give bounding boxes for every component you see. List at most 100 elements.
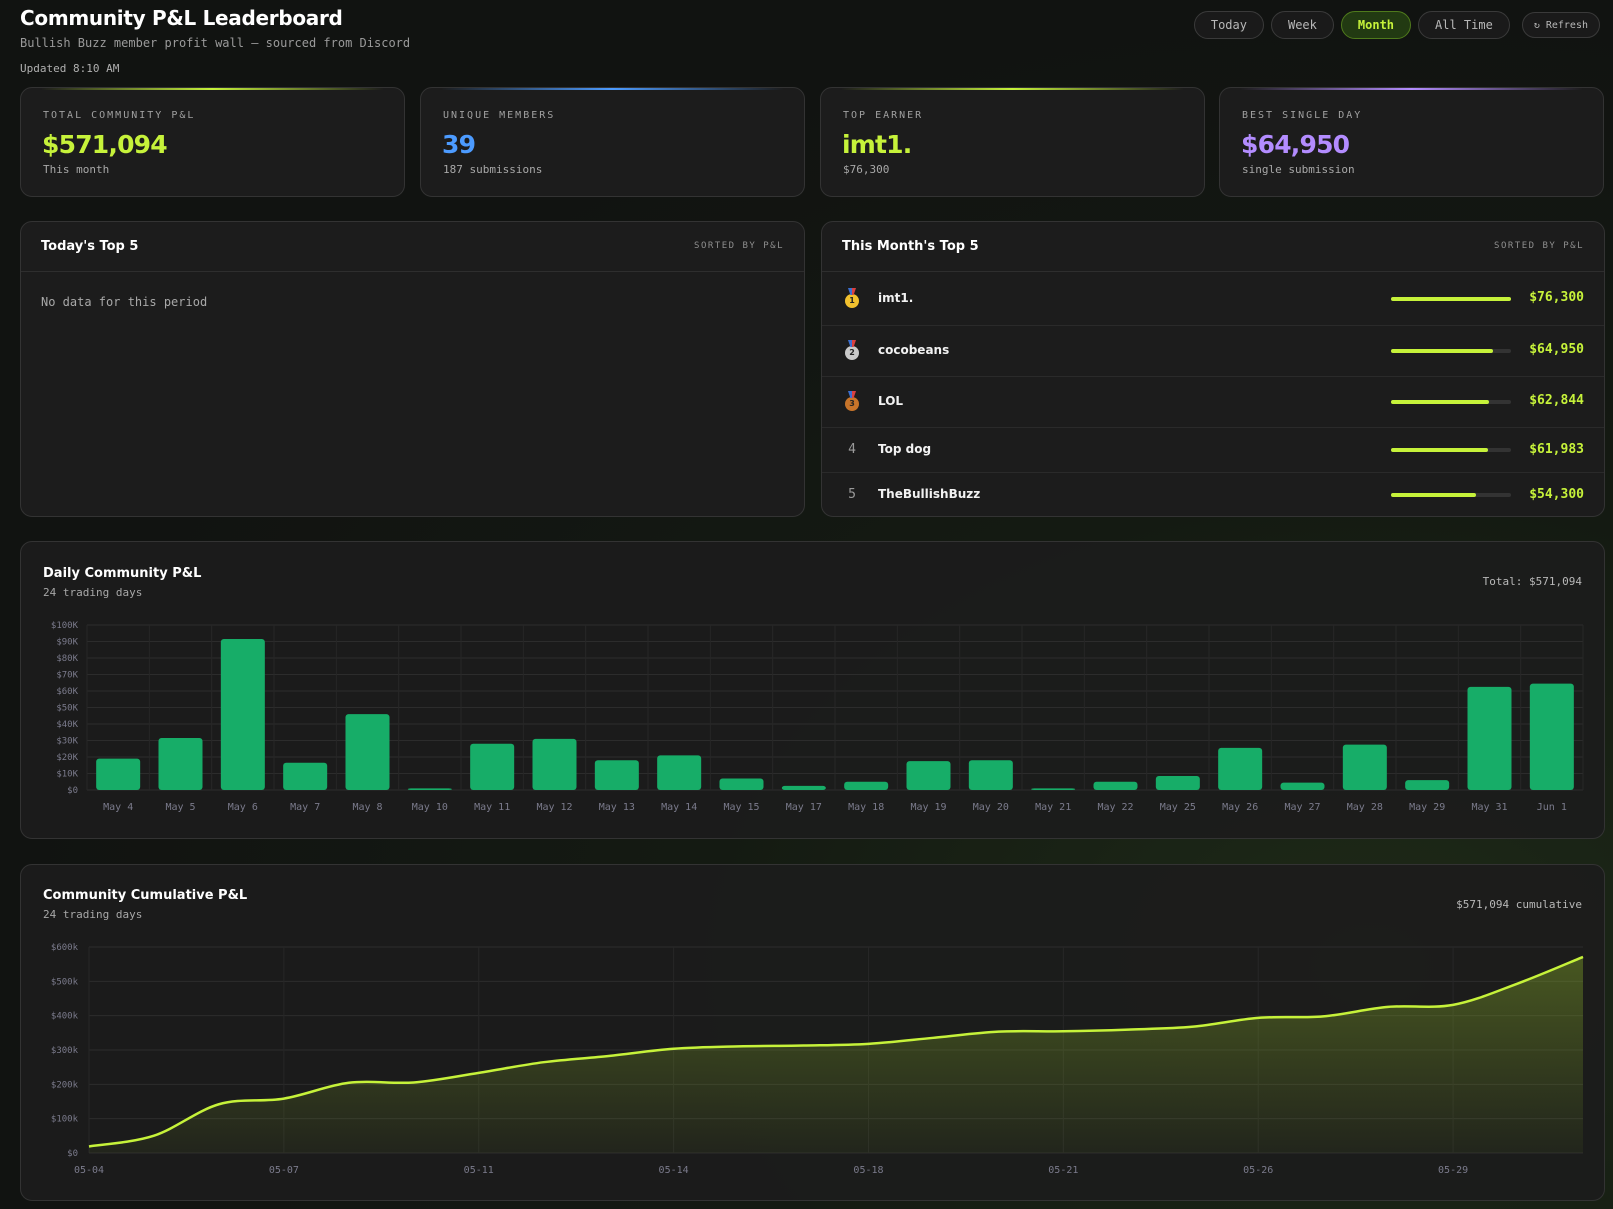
- accent-bar: [41, 88, 384, 90]
- bar: [1529, 683, 1574, 790]
- stat-value: $64,950: [1241, 130, 1350, 159]
- leaderboard-row[interactable]: 4 Top dog $61,983: [822, 428, 1604, 473]
- period-month-button[interactable]: Month: [1340, 11, 1412, 39]
- progress-fill: [1391, 448, 1489, 452]
- bar: [844, 781, 889, 790]
- accent-bar: [1240, 88, 1583, 90]
- empty-state-message: No data for this period: [41, 295, 208, 309]
- progress-track: [1391, 400, 1511, 404]
- bar: [532, 738, 577, 790]
- panel-title: Today's Top 5: [41, 239, 139, 254]
- stat-card-total-pnl: TOTAL COMMUNITY P&L $571,094 This month: [20, 87, 405, 197]
- chart-total: $571,094 cumulative: [1456, 898, 1582, 911]
- refresh-button[interactable]: ↻ Refresh: [1521, 12, 1600, 38]
- stat-card-unique-members: UNIQUE MEMBERS 39 187 submissions: [420, 87, 805, 197]
- member-pnl: $62,844: [1529, 393, 1584, 408]
- stat-label: TOTAL COMMUNITY P&L: [43, 110, 196, 121]
- gold-medal-icon: 1: [845, 294, 859, 308]
- rank-badge: 1: [842, 290, 862, 308]
- stat-subtext: 187 submissions: [443, 163, 543, 176]
- stat-label: UNIQUE MEMBERS: [443, 110, 556, 121]
- bar: [1218, 747, 1263, 790]
- x-tick-label: 05-07: [269, 1165, 299, 1176]
- y-tick-label: $200k: [51, 1080, 79, 1090]
- month-top5-panel: This Month's Top 5 SORTED BY P&L 1 imt1.…: [821, 221, 1605, 517]
- x-tick-label: May 26: [1222, 802, 1258, 813]
- member-name: cocobeans: [878, 343, 950, 357]
- x-tick-label: May 27: [1284, 802, 1320, 813]
- stat-value: $571,094: [42, 130, 168, 159]
- y-tick-label: $50K: [56, 704, 78, 714]
- sort-label: SORTED BY P&L: [1494, 241, 1584, 251]
- rank-badge: 2: [842, 342, 862, 360]
- bar: [968, 760, 1013, 790]
- panel-header: This Month's Top 5 SORTED BY P&L: [822, 222, 1604, 272]
- stat-card-top-earner: TOP EARNER imt1. $76,300: [820, 87, 1205, 197]
- progress-fill: [1391, 400, 1490, 404]
- page-title: Community P&L Leaderboard: [20, 6, 343, 30]
- period-selector: Today Week Month All Time ↻ Refresh: [1193, 11, 1600, 39]
- bar: [906, 761, 951, 790]
- x-tick-label: May 15: [723, 802, 759, 813]
- y-tick-label: $90K: [56, 638, 78, 648]
- member-name: imt1.: [878, 291, 914, 305]
- bar: [1031, 788, 1076, 790]
- progress-track: [1391, 448, 1511, 452]
- x-tick-label: May 5: [165, 802, 195, 813]
- panel-header: Today's Top 5 SORTED BY P&L: [21, 222, 804, 272]
- member-pnl: $61,983: [1529, 442, 1584, 457]
- bar: [220, 639, 265, 790]
- chart-subtitle: 24 trading days: [43, 586, 143, 599]
- chart-total: Total: $571,094: [1482, 575, 1582, 588]
- period-today-button[interactable]: Today: [1193, 11, 1264, 39]
- y-tick-label: $70K: [56, 671, 78, 681]
- x-tick-label: May 21: [1035, 802, 1071, 813]
- bar: [1405, 780, 1450, 790]
- period-all-time-button[interactable]: All Time: [1418, 11, 1510, 39]
- stat-value: imt1.: [842, 130, 912, 159]
- bar: [781, 785, 826, 790]
- x-tick-label: 05-26: [1243, 1165, 1273, 1176]
- x-tick-label: 05-04: [74, 1165, 104, 1176]
- x-tick-label: 05-29: [1438, 1165, 1468, 1176]
- x-tick-label: May 10: [412, 802, 448, 813]
- member-name: TheBullishBuzz: [878, 487, 981, 501]
- page-header: Community P&L Leaderboard Bullish Buzz m…: [20, 6, 1600, 76]
- bar: [657, 755, 702, 790]
- y-tick-label: $600k: [51, 943, 79, 953]
- x-tick-label: May 18: [848, 802, 884, 813]
- updated-timestamp: Updated 8:10 AM: [20, 62, 120, 75]
- period-week-button[interactable]: Week: [1270, 11, 1334, 39]
- member-pnl: $76,300: [1529, 290, 1584, 305]
- stat-subtext: This month: [43, 163, 110, 176]
- progress-fill: [1391, 493, 1477, 497]
- y-tick-label: $100k: [51, 1115, 79, 1125]
- stat-subtext: single submission: [1242, 163, 1355, 176]
- leaderboard-row[interactable]: 5 TheBullishBuzz $54,300: [822, 473, 1604, 516]
- bar: [407, 788, 452, 790]
- member-name: Top dog: [878, 442, 932, 456]
- progress-fill: [1391, 297, 1511, 301]
- member-pnl: $54,300: [1529, 487, 1584, 502]
- x-tick-label: 05-14: [659, 1165, 689, 1176]
- accent-bar: [841, 88, 1184, 90]
- progress-fill: [1391, 349, 1493, 353]
- member-pnl: $64,950: [1529, 342, 1584, 357]
- y-tick-label: $20K: [56, 753, 78, 763]
- leaderboard-row[interactable]: 3 LOL $62,844: [822, 377, 1604, 428]
- y-tick-label: $10K: [56, 770, 78, 780]
- progress-track: [1391, 349, 1511, 353]
- panel-title: This Month's Top 5: [842, 239, 979, 254]
- x-tick-label: May 8: [352, 802, 382, 813]
- bar: [1280, 782, 1325, 790]
- chart-title: Daily Community P&L: [43, 566, 202, 581]
- leaderboard-row[interactable]: 2 cocobeans $64,950: [822, 326, 1604, 377]
- rank-number: 5: [848, 487, 856, 502]
- bar: [1342, 744, 1387, 790]
- bar: [470, 743, 515, 790]
- bar: [594, 760, 639, 790]
- leaderboard-row[interactable]: 1 imt1. $76,300: [822, 273, 1604, 326]
- x-tick-label: May 22: [1097, 802, 1133, 813]
- daily-pnl-chart-panel: Daily Community P&L 24 trading days Tota…: [20, 541, 1605, 839]
- x-tick-label: May 17: [786, 802, 822, 813]
